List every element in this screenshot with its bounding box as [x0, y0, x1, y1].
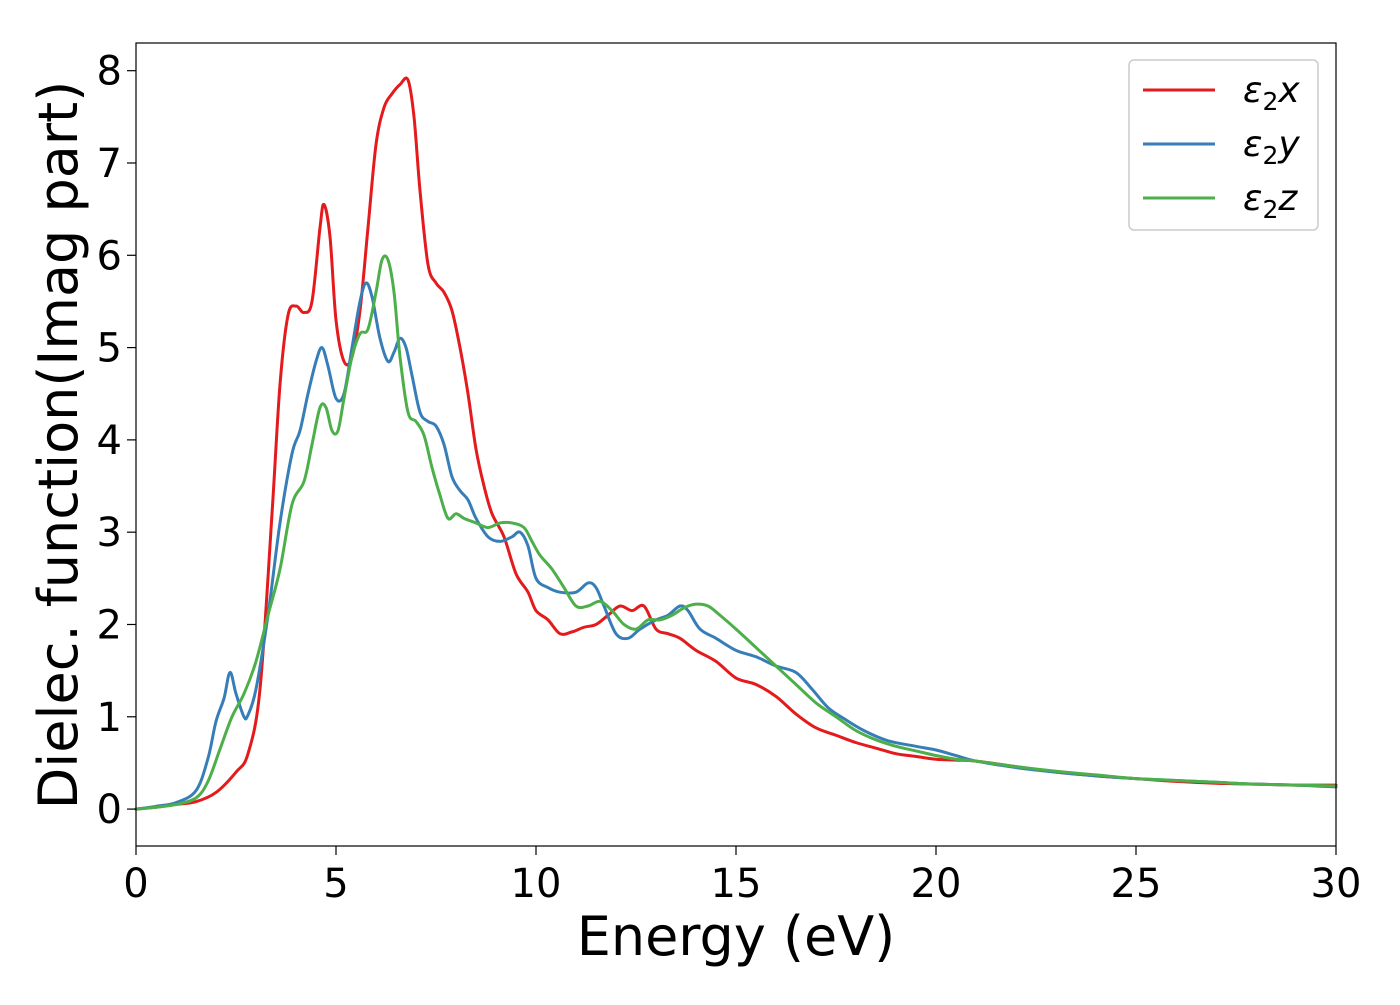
- y-tick-label: 1: [97, 695, 122, 741]
- x-tick-label: 30: [1311, 861, 1362, 907]
- y-tick-label: 4: [97, 418, 122, 464]
- legend-label-z: ε2z: [1243, 178, 1298, 224]
- x-tick-label: 5: [323, 861, 348, 907]
- x-tick-label: 25: [1111, 861, 1162, 907]
- y-tick-label: 0: [97, 787, 122, 833]
- legend-box: [1128, 59, 1319, 231]
- y-tick-label: 5: [97, 326, 122, 372]
- series-line-y: [134, 281, 1338, 811]
- x-tick-label: 0: [123, 861, 148, 907]
- y-axis-ticks: 0 1 2 3 4 5 6 7 8: [97, 49, 136, 833]
- y-tick-label: 2: [97, 602, 122, 648]
- x-tick-label: 15: [711, 861, 762, 907]
- y-tick-label: 8: [97, 49, 122, 95]
- y-tick-label: 3: [97, 510, 122, 556]
- y-axis-label: Dielec. function(Imag part): [27, 81, 90, 810]
- series-line-z: [134, 254, 1338, 811]
- x-tick-label: 20: [911, 861, 962, 907]
- x-tick-label: 10: [511, 861, 562, 907]
- y-tick-label: 6: [97, 233, 122, 279]
- legend-label-x: ε2x: [1243, 70, 1300, 116]
- x-axis-ticks: 0 5 10 15 20 25 30: [123, 846, 1361, 907]
- legend: ε2x ε2y ε2z: [1128, 59, 1319, 231]
- legend-label-y: ε2y: [1243, 124, 1300, 170]
- y-tick-label: 7: [97, 141, 122, 187]
- x-axis-label: Energy (eV): [577, 905, 896, 968]
- series-layer: [134, 76, 1338, 811]
